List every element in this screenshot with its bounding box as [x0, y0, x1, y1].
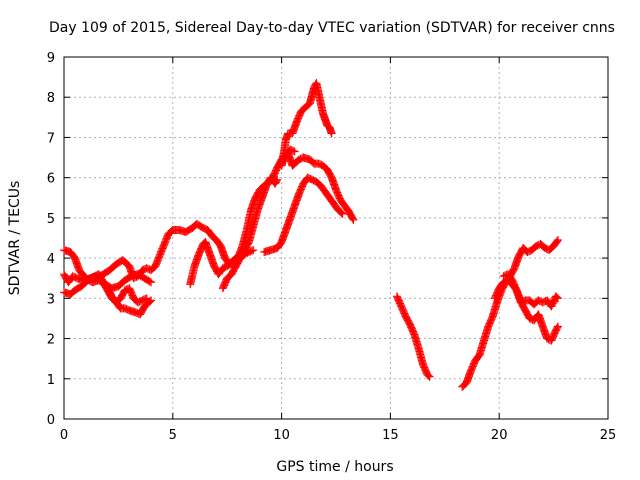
y-tick-label: 2 [47, 333, 55, 348]
y-tick-label: 9 [47, 51, 55, 66]
y-tick-label: 1 [47, 373, 55, 388]
series-11 [458, 236, 562, 391]
data-point [272, 177, 281, 186]
x-tick-label: 20 [491, 428, 508, 443]
data-point [142, 294, 151, 303]
data-point [348, 214, 357, 223]
y-tick-label: 8 [47, 91, 55, 106]
y-tick-label: 4 [47, 252, 55, 267]
data-point [141, 295, 150, 304]
x-tick-label: 10 [273, 428, 290, 443]
y-tick-label: 5 [47, 212, 55, 227]
y-tick-label: 6 [47, 172, 55, 187]
data-point [349, 215, 358, 224]
y-tick-label: 3 [47, 292, 55, 307]
series-13 [499, 270, 562, 345]
data-point [247, 246, 256, 255]
data-point [338, 209, 347, 218]
data-point [424, 371, 433, 380]
x-tick-label: 25 [600, 428, 617, 443]
data-point [553, 237, 562, 246]
data-point [337, 208, 346, 217]
series-9 [277, 79, 336, 168]
chart-title: Day 109 of 2015, Sidereal Day-to-day VTE… [49, 20, 615, 36]
data-point [553, 323, 562, 332]
y-axis-label: SDTVAR / TECUs [7, 181, 23, 296]
x-tick-label: 5 [169, 428, 177, 443]
data-points [60, 79, 562, 391]
grid [64, 57, 608, 419]
data-point [290, 147, 299, 156]
data-point [553, 236, 562, 245]
plot-frame [63, 56, 609, 420]
data-point [289, 146, 298, 155]
data-point [147, 278, 156, 287]
series-10 [392, 292, 434, 381]
series-7 [260, 173, 347, 257]
data-point [327, 129, 336, 138]
x-tick-label: 15 [382, 428, 399, 443]
x-axis-label: GPS time / hours [276, 459, 393, 475]
x-tick-label: 0 [60, 428, 68, 443]
series-6 [218, 246, 258, 293]
data-point [425, 372, 434, 381]
data-point [552, 293, 561, 302]
y-tick-label: 0 [47, 413, 55, 428]
axis-ticks: 0 5 10 15 20 25 0 1 2 3 4 5 6 7 8 9 [47, 51, 617, 443]
data-point [273, 175, 282, 184]
data-point [553, 294, 562, 303]
series-5 [186, 173, 282, 289]
data-point [553, 322, 562, 331]
data-point [147, 296, 156, 305]
data-point [249, 246, 258, 255]
y-tick-label: 7 [47, 131, 55, 146]
data-point [145, 277, 154, 286]
